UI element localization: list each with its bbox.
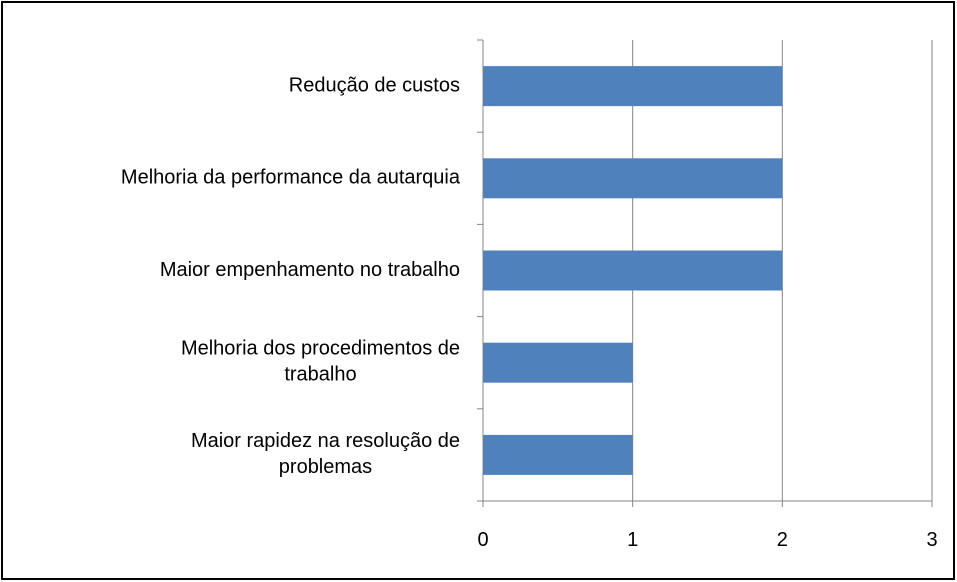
bar <box>483 66 783 107</box>
x-tick-label: 1 <box>627 529 638 551</box>
bar <box>483 158 783 199</box>
bar <box>483 342 633 383</box>
y-tick-label: Maior rapidez na resolução de problemas <box>191 430 460 478</box>
x-tick-label: 2 <box>777 529 788 551</box>
bar <box>483 250 783 291</box>
y-tick-label: Melhoria da performance da autarquia <box>121 167 461 189</box>
bar <box>483 434 633 475</box>
y-tick-label: Melhoria dos procedimentos de trabalho <box>181 338 460 386</box>
x-tick-label: 3 <box>926 529 937 551</box>
y-tick-label: Redução de custos <box>289 74 460 96</box>
y-tick-label: Maior empenhamento no trabalho <box>160 259 460 281</box>
x-tick-label: 0 <box>477 529 488 551</box>
